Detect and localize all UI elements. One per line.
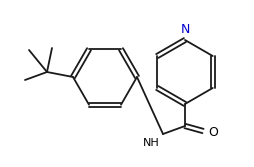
Text: NH: NH bbox=[143, 138, 160, 148]
Text: O: O bbox=[208, 126, 218, 139]
Text: N: N bbox=[180, 23, 190, 36]
